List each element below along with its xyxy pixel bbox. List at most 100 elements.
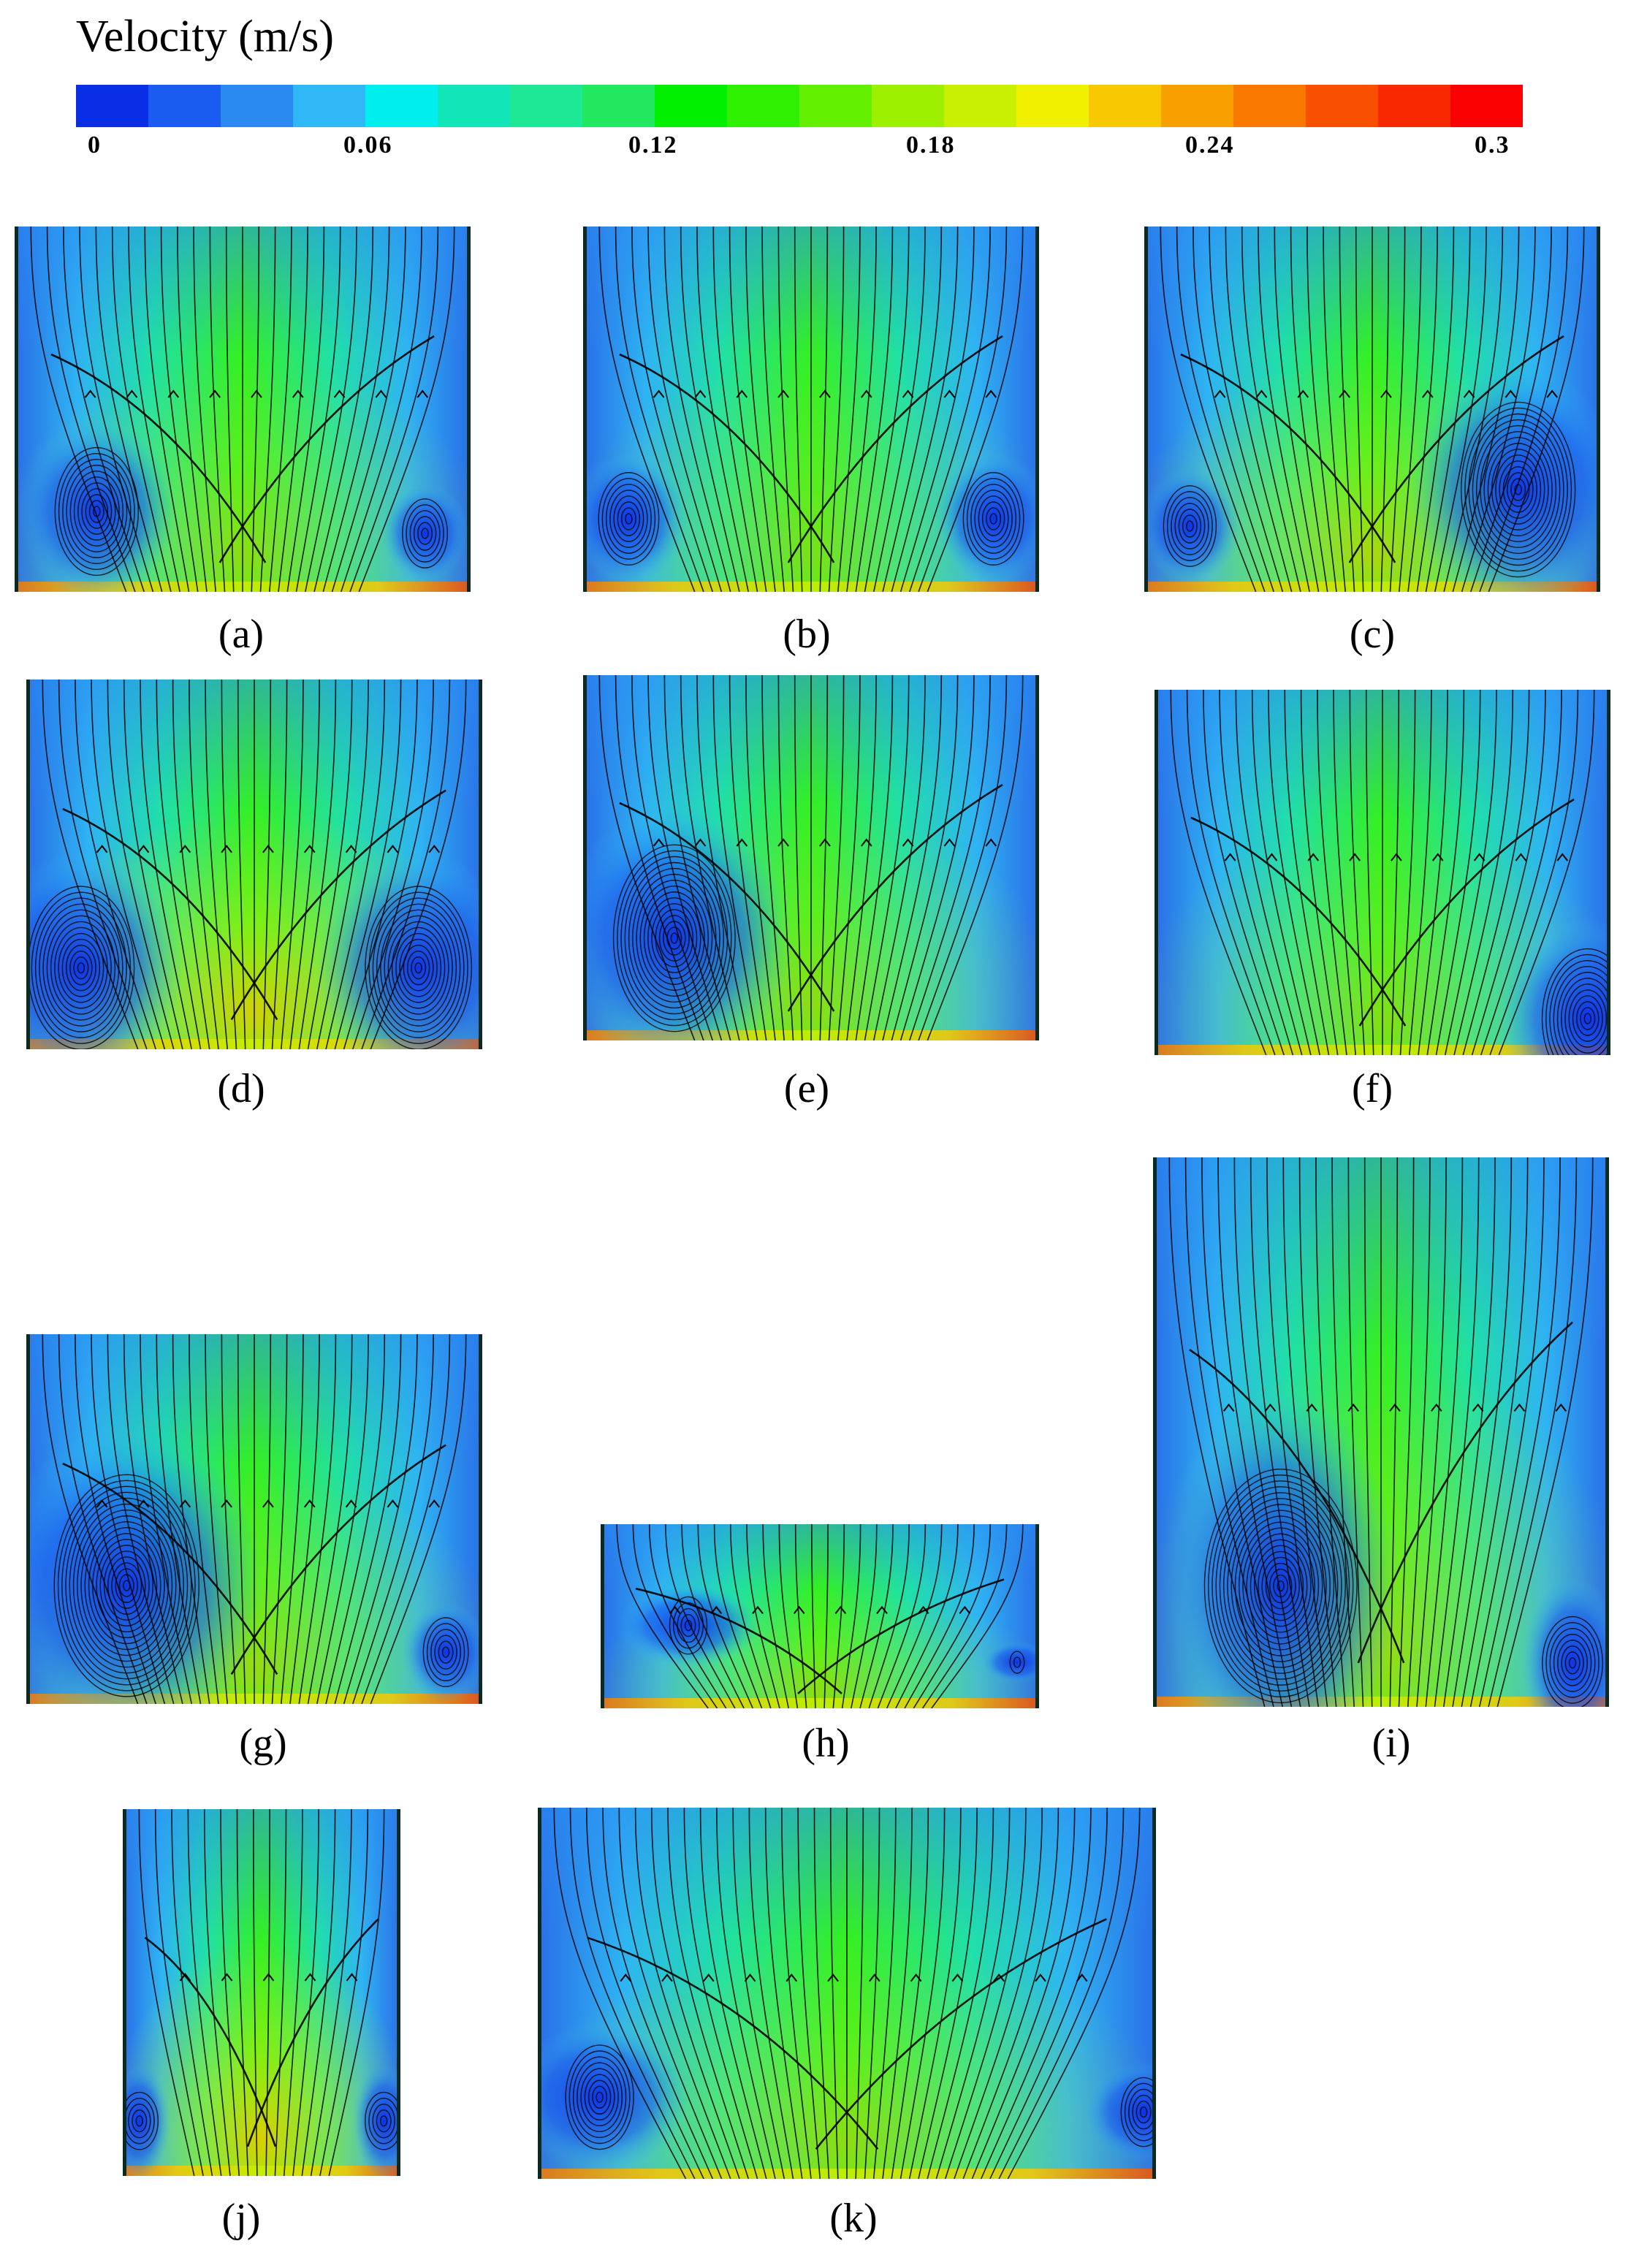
vortex-streamline <box>1261 1556 1300 1616</box>
streamline <box>334 680 402 1049</box>
streamline <box>1469 1157 1545 1707</box>
streamline <box>761 675 785 1040</box>
vortex-streamline <box>636 879 713 997</box>
streamline <box>855 227 894 592</box>
streamline-arrow <box>221 1499 232 1508</box>
vortex-streamline <box>639 886 710 992</box>
streamline <box>778 1524 799 1708</box>
vortex-streamline <box>1258 1550 1304 1621</box>
streamline <box>1391 690 1400 1055</box>
vortex-streamline <box>1468 413 1568 566</box>
vortex-low-velocity-region <box>982 1641 1039 1683</box>
streamline <box>1363 1157 1373 1707</box>
streamline <box>193 227 216 592</box>
streamline <box>370 1334 467 1704</box>
vortex-streamline <box>1239 1521 1323 1651</box>
velocity-contour-plot <box>15 227 471 592</box>
vortex-streamline <box>85 494 109 529</box>
colorbar-segment <box>1233 85 1306 127</box>
streamline <box>855 1808 864 2179</box>
colorbar-segment <box>727 85 800 127</box>
streamline-arrow <box>1306 1403 1318 1412</box>
vortex-streamline <box>1223 1498 1339 1674</box>
streamline-arrow <box>653 838 665 847</box>
streamline <box>846 675 877 1040</box>
vortex-low-velocity-region <box>381 484 469 583</box>
streamline <box>63 227 145 592</box>
vortex-streamline <box>96 1539 158 1633</box>
vortex-streamline <box>684 1620 693 1632</box>
vortex-streamline <box>617 501 641 536</box>
streamline-arrow <box>1389 1403 1401 1412</box>
panel-caption-i: (i) <box>1372 1721 1411 1766</box>
vortex-streamline <box>1013 1656 1022 1668</box>
vortex-streamline <box>422 1617 469 1688</box>
streamline-arrow <box>1513 1403 1526 1412</box>
streamline-arrow <box>251 389 262 398</box>
vortex-streamline <box>1120 2077 1156 2147</box>
vortex-streamline <box>58 932 104 1003</box>
streamline-arrow <box>917 1605 929 1615</box>
left-wall <box>601 1524 604 1708</box>
vortex-streamline <box>1242 1527 1320 1645</box>
vortex-streamline <box>989 513 997 525</box>
vortex-streamline <box>651 903 698 973</box>
vortex-streamline <box>970 484 1017 554</box>
streamline <box>1266 1157 1319 1707</box>
streamline <box>1443 1157 1496 1707</box>
streamline <box>111 227 172 592</box>
streamline <box>899 227 975 592</box>
vortex-streamline <box>426 1623 465 1681</box>
vortex-streamline <box>417 522 433 545</box>
streamline-arrow <box>1307 853 1320 861</box>
vortex-streamline <box>1572 995 1603 1042</box>
vortex-streamline <box>974 490 1013 548</box>
streamline <box>1268 690 1320 1055</box>
streamline <box>1426 690 1465 1055</box>
separatrix-line <box>619 802 835 1012</box>
panel-caption-a: (a) <box>218 612 265 657</box>
streamline <box>1219 690 1294 1055</box>
streamline <box>313 227 374 592</box>
streamline <box>841 1524 861 1708</box>
vortex-streamline <box>643 891 705 985</box>
vortex-streamline <box>50 921 112 1015</box>
vortex-streamline <box>1254 1545 1308 1627</box>
streamline <box>1425 1157 1464 1707</box>
separatrix-line <box>619 353 835 563</box>
left-wall <box>538 1808 541 2179</box>
vortex-streamline <box>132 2109 148 2133</box>
streamline-arrow <box>1266 853 1278 861</box>
vortex-streamline <box>39 903 123 1032</box>
streamline <box>123 680 183 1049</box>
streamline-panel-b <box>583 227 1039 592</box>
velocity-contour-plot <box>1153 1157 1609 1707</box>
vortex-streamline <box>620 856 729 1021</box>
streamline <box>237 1334 246 1704</box>
vortex-streamline <box>57 1480 196 1692</box>
streamline <box>1452 227 1520 592</box>
streamline <box>278 227 308 592</box>
vortex-streamline <box>1124 2082 1156 2142</box>
vortex-streamline <box>1215 1486 1346 1686</box>
vortex-streamline <box>601 478 656 560</box>
streamline <box>334 1334 402 1704</box>
vortex-streamline <box>1480 430 1557 549</box>
streamline-arrow <box>993 1973 1005 1982</box>
streamline <box>189 1334 219 1704</box>
velocity-contour-plot <box>1155 690 1610 1055</box>
streamline <box>927 1808 994 2179</box>
streamline <box>631 227 713 592</box>
vortex-streamline <box>609 490 648 548</box>
streamline-arrow <box>736 838 748 847</box>
streamline <box>921 1524 1008 1708</box>
streamline <box>1380 227 1390 592</box>
streamline <box>361 680 451 1049</box>
streamline <box>1225 227 1293 592</box>
vortex-streamline <box>625 513 633 525</box>
streamline <box>1193 227 1274 592</box>
streamline <box>46 227 136 592</box>
streamline <box>343 680 418 1049</box>
streamline <box>882 1808 913 2179</box>
streamline <box>632 1524 718 1708</box>
